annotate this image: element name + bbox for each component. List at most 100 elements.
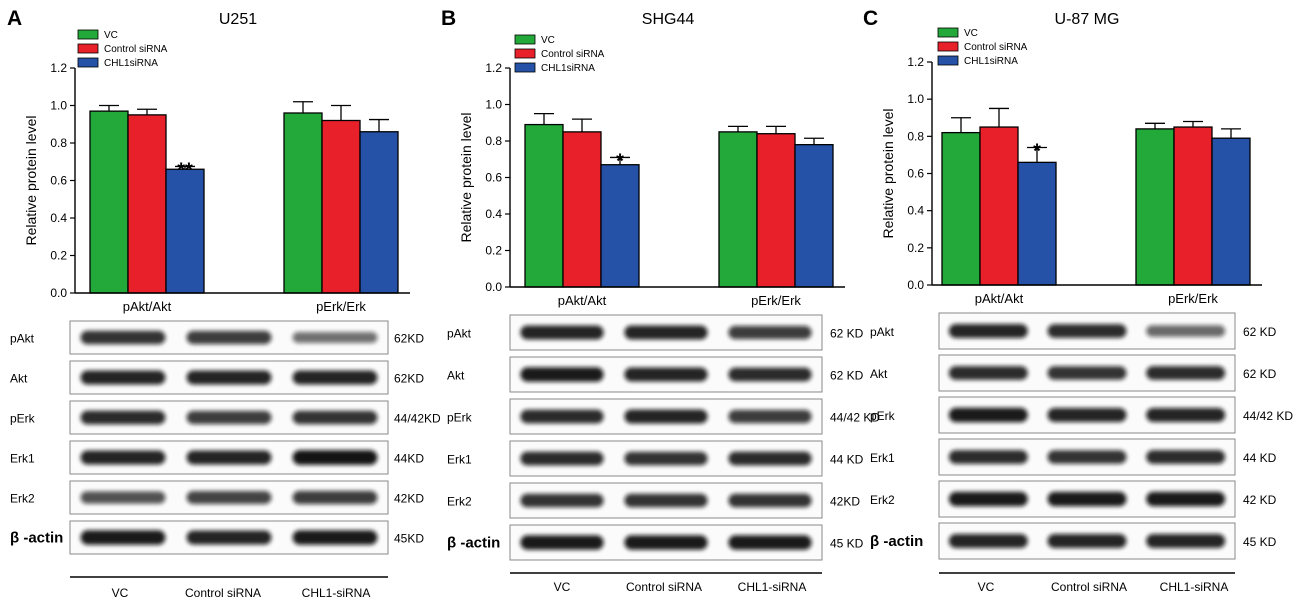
- legend-swatch: [514, 34, 536, 45]
- blot-row-label: pErk: [447, 411, 473, 425]
- lane-label: CHL1-siRNA: [738, 580, 807, 594]
- y-tick-label: 0.0: [907, 278, 924, 292]
- blot-band: [520, 535, 604, 550]
- legend-label: VC: [104, 30, 118, 41]
- y-tick-label: 1.2: [485, 61, 502, 75]
- blot-band: [292, 370, 378, 385]
- chart-title: U-87 MG: [1055, 11, 1120, 28]
- molecular-weight-label: 62KD: [394, 332, 424, 346]
- bar: [600, 164, 640, 288]
- blot-band: [80, 410, 166, 425]
- y-tick-label: 0.8: [907, 129, 924, 143]
- legend-label: Control siRNA: [541, 49, 605, 60]
- blot-band: [624, 367, 708, 382]
- blot-band: [186, 330, 272, 345]
- y-tick-label: 1.0: [907, 92, 924, 106]
- x-category-label: pAkt/Akt: [123, 299, 172, 314]
- blot-band: [1146, 533, 1226, 549]
- blot-row-label: Erk2: [447, 495, 472, 509]
- bar: [794, 143, 834, 288]
- molecular-weight-label: 42KD: [830, 495, 860, 509]
- y-tick-label: 0.4: [50, 211, 67, 225]
- blot-band: [624, 493, 708, 508]
- significance-marker: *: [616, 150, 624, 172]
- y-tick-label: 0.6: [907, 167, 924, 181]
- lane-label: VC: [112, 586, 129, 600]
- molecular-weight-label: 42 KD: [1243, 493, 1277, 507]
- y-tick-label: 1.2: [50, 61, 67, 75]
- molecular-weight-label: 45KD: [394, 532, 424, 546]
- blot-band: [1047, 366, 1127, 380]
- blot-band: [728, 409, 812, 424]
- bar: [1173, 126, 1213, 286]
- blot-band: [948, 407, 1028, 423]
- y-tick-label: 1.0: [50, 99, 67, 113]
- blot-band: [292, 490, 378, 505]
- lane-label: Control siRNA: [626, 580, 702, 594]
- bar: [941, 131, 981, 286]
- blot-row-label: β -actin: [10, 530, 63, 547]
- blot-band: [186, 450, 272, 465]
- molecular-weight-label: 44/42 KD: [830, 411, 880, 425]
- legend-swatch: [77, 57, 99, 68]
- legend-label: VC: [541, 35, 555, 46]
- y-tick-label: 0.0: [50, 286, 67, 300]
- y-tick-label: 0.0: [485, 280, 502, 294]
- x-category-label: pAkt/Akt: [975, 291, 1024, 306]
- blot-band: [948, 450, 1028, 464]
- significance-marker: **: [177, 159, 193, 181]
- blot-band: [520, 367, 604, 382]
- blot-band: [1047, 491, 1127, 507]
- y-tick-label: 1.0: [485, 98, 502, 112]
- blot-band: [292, 331, 378, 344]
- panel-letter: C: [863, 7, 878, 30]
- y-tick-label: 0.2: [907, 241, 924, 255]
- blot-row-label: β -actin: [870, 533, 923, 550]
- panel-c: C U-87 MG VC Control siRNA CHL1siRNA 0.0 0.2 0.…: [863, 7, 1293, 594]
- blot-band: [728, 493, 812, 508]
- blot-band: [948, 323, 1028, 339]
- legend-swatch: [514, 48, 536, 59]
- x-category-label: pErk/Erk: [1168, 291, 1218, 306]
- bar: [283, 112, 323, 294]
- y-tick-label: 0.8: [485, 134, 502, 148]
- legend-label: VC: [964, 28, 978, 39]
- blot-band: [1146, 407, 1226, 423]
- blot-band: [1047, 533, 1127, 549]
- y-tick-label: 0.8: [50, 136, 67, 150]
- blot-row-label: Erk2: [870, 493, 895, 507]
- blot-row-label: pAkt: [870, 325, 895, 339]
- blot-band: [948, 366, 1028, 380]
- blot-band: [80, 370, 166, 385]
- y-axis-label: Relative protein level: [23, 116, 39, 246]
- legend-label: CHL1siRNA: [964, 56, 1018, 67]
- molecular-weight-label: 45 KD: [1243, 535, 1277, 549]
- blot-row-label: pAkt: [10, 332, 35, 346]
- blot-band: [186, 370, 272, 385]
- blot-row-label: Akt: [870, 367, 888, 381]
- blot-band: [948, 533, 1028, 549]
- blot-band: [728, 535, 812, 550]
- legend-swatch: [77, 29, 99, 40]
- blot-band: [520, 451, 604, 466]
- blot-band: [1146, 491, 1226, 507]
- blot-band: [624, 451, 708, 466]
- blot-band: [1047, 450, 1127, 464]
- blot-band: [186, 410, 272, 425]
- molecular-weight-label: 44 KD: [1243, 451, 1277, 465]
- y-axis-label: Relative protein level: [458, 113, 474, 243]
- x-category-label: pAkt/Akt: [558, 293, 607, 308]
- blot-band: [624, 409, 708, 424]
- legend-label: CHL1siRNA: [541, 63, 595, 74]
- legend-swatch: [77, 43, 99, 54]
- blot-band: [80, 530, 166, 545]
- blot-row-label: Akt: [10, 372, 28, 386]
- panel-a: A U251 VC Control siRNA CHL1siRNA 0.0 0.2 0.4 0.…: [7, 7, 441, 600]
- y-tick-label: 0.6: [50, 174, 67, 188]
- lane-label: Control siRNA: [1051, 580, 1127, 594]
- y-tick-label: 0.6: [485, 171, 502, 185]
- blot-band: [1146, 450, 1226, 464]
- blot-band: [624, 535, 708, 550]
- y-tick-label: 0.2: [485, 244, 502, 258]
- x-category-label: pErk/Erk: [751, 293, 801, 308]
